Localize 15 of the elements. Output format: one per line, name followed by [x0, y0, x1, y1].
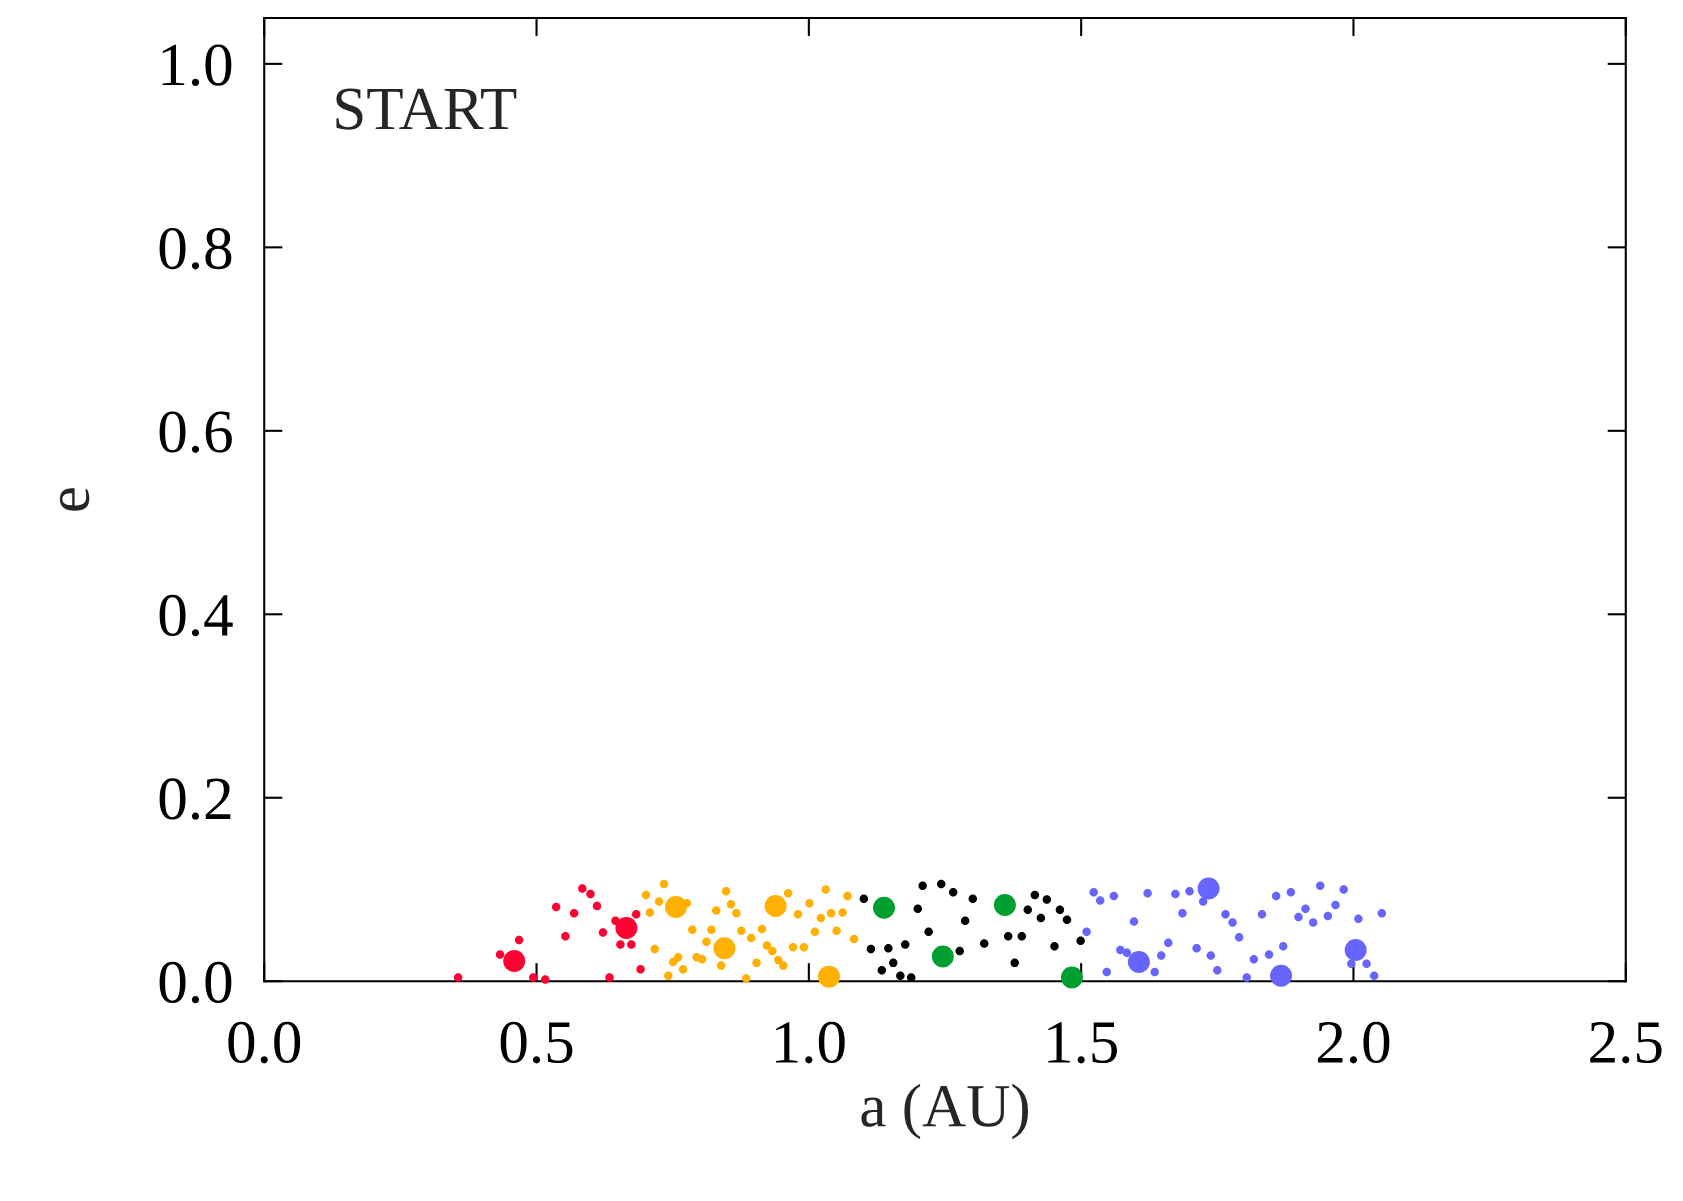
- y-axis-title: e: [59, 488, 90, 511]
- x-tick-label: 2.0: [1317, 1021, 1390, 1064]
- x-tick-label: 0.0: [228, 1021, 301, 1064]
- y-tick-label: 1.0: [162, 44, 232, 86]
- x-axis-title: a (AU): [861, 1083, 1028, 1140]
- y-tick-label: 0.0: [159, 961, 232, 1004]
- annotation: START: [336, 88, 517, 130]
- y-tick-label: 0.2: [159, 778, 231, 820]
- x-tick-label: 1.5: [1048, 1022, 1117, 1064]
- y-tick-label: 0.8: [159, 227, 232, 270]
- x-tick-label: 0.5: [500, 1021, 573, 1064]
- x-tick-label: 1.0: [776, 1021, 845, 1064]
- y-tick-label: 0.4: [159, 594, 233, 637]
- y-tick-label: 0.6: [159, 411, 232, 453]
- x-tick-label: 2.5: [1590, 1022, 1662, 1064]
